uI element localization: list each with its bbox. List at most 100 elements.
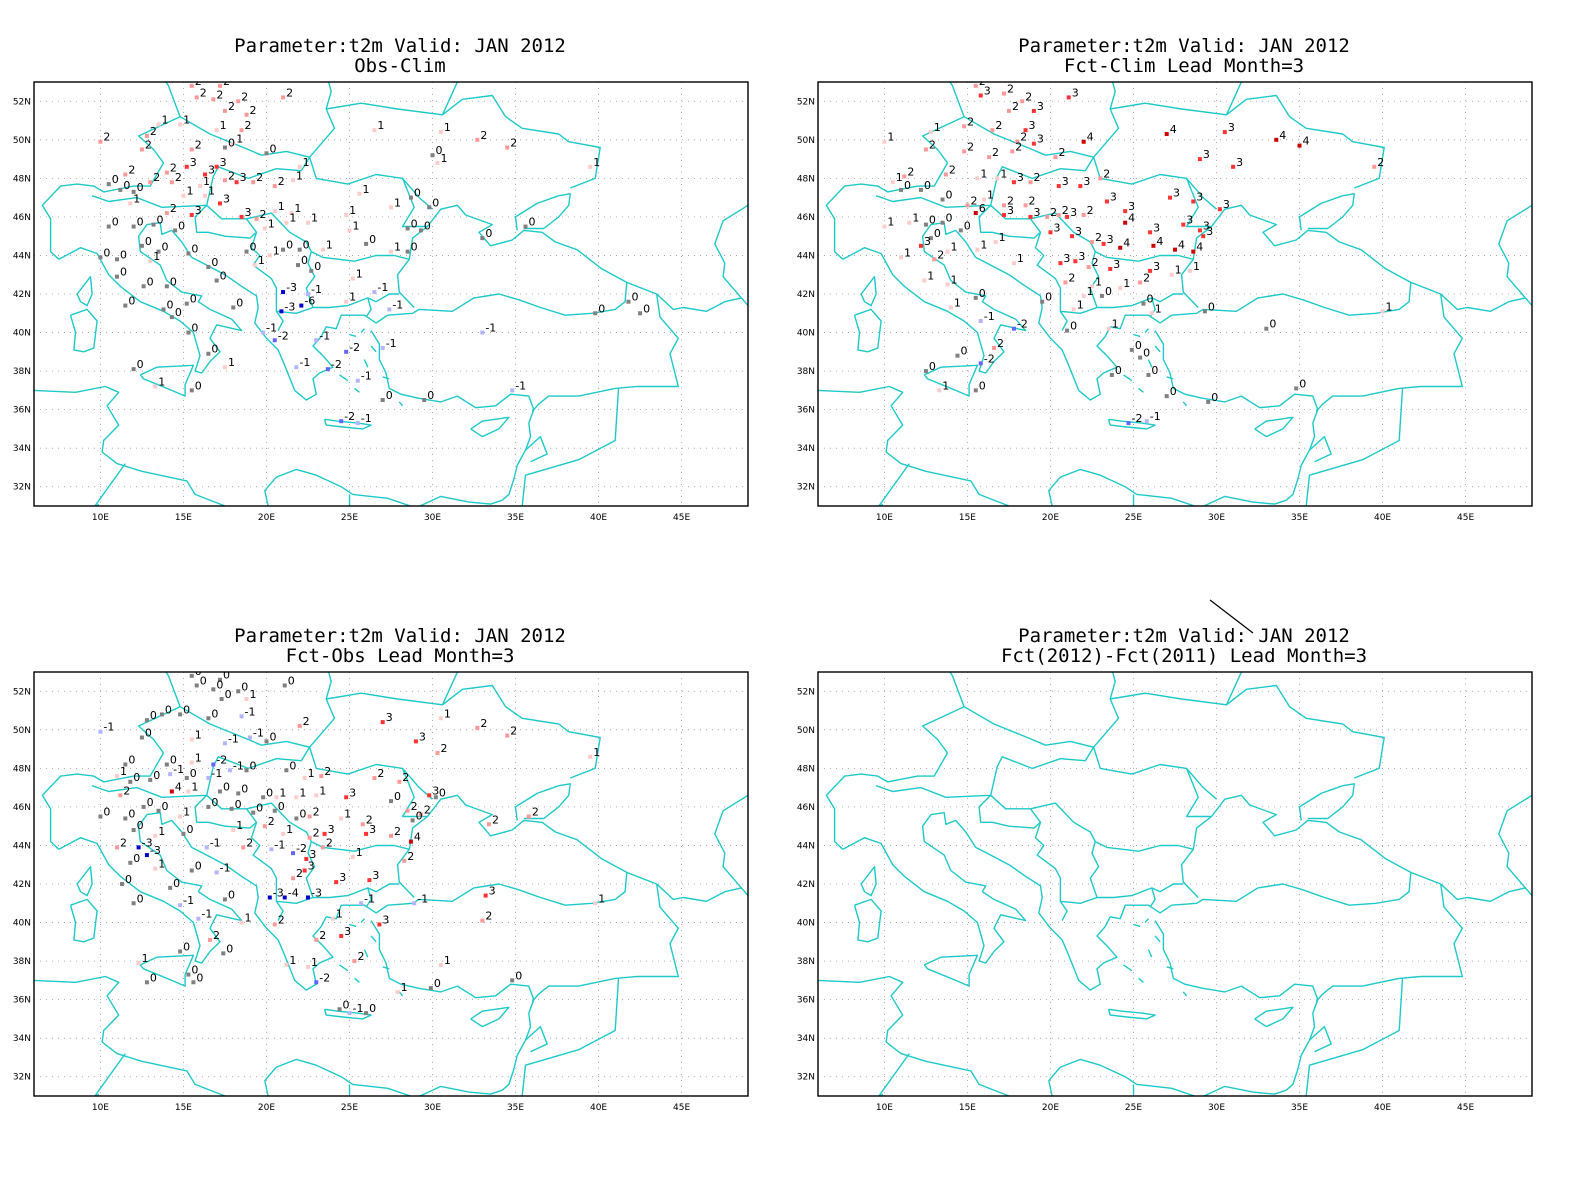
station-square <box>990 128 995 133</box>
station-square <box>302 868 307 873</box>
station-value-label: 1 <box>362 183 369 196</box>
station-value-label: 1 <box>887 216 894 229</box>
coastline-segment <box>179 82 336 158</box>
station-square <box>1089 284 1094 289</box>
station-value-label: 1 <box>303 156 310 169</box>
coastline-segment <box>194 794 257 829</box>
station-marker: 3 <box>234 171 247 185</box>
station-marker: 2 <box>1045 206 1057 219</box>
station-square <box>148 259 153 264</box>
station-value-label: 1 <box>273 244 280 257</box>
station-marker: 0 <box>168 877 180 890</box>
station-marker: 1 <box>588 156 600 169</box>
station-marker: 0 <box>131 216 144 229</box>
coastline-segment <box>1147 359 1153 368</box>
station-value-label: -1 <box>211 767 222 780</box>
station-marker: 2 <box>272 913 285 927</box>
station-square <box>115 845 120 850</box>
station-square <box>231 305 236 310</box>
station-marker: 0 <box>1206 391 1218 404</box>
station-square <box>239 714 244 719</box>
station-value-label: 4 <box>414 831 421 844</box>
station-square <box>186 789 191 794</box>
station-marker: 1 <box>274 786 286 800</box>
station-marker: 3 <box>1104 190 1117 204</box>
station-square <box>169 180 174 185</box>
station-marker: 0 <box>433 786 446 800</box>
lon-tick-label: 10E <box>876 1103 893 1113</box>
station-value-label: 1 <box>258 254 265 267</box>
station-marker: 0 <box>156 800 169 813</box>
station-marker: 1 <box>1071 298 1084 312</box>
station-value-label: 1 <box>236 819 243 832</box>
station-marker: 4 <box>1081 131 1094 144</box>
station-value-label: 3 <box>1107 233 1114 246</box>
coastline-segment <box>365 887 372 908</box>
station-marker: 2 <box>943 164 956 177</box>
lon-tick-label: 10E <box>92 513 109 523</box>
station-marker: 2 <box>1089 231 1102 244</box>
station-square <box>1294 386 1299 391</box>
lon-tick-label: 20E <box>1042 1103 1059 1113</box>
station-square <box>169 789 174 794</box>
station-square <box>955 353 960 358</box>
station-value-label: 4 <box>1196 241 1203 254</box>
station-square <box>164 211 169 216</box>
station-value-label: 0 <box>631 291 638 304</box>
station-square <box>229 806 234 811</box>
station-square <box>1001 203 1006 208</box>
station-value-label: 3 <box>984 84 991 97</box>
station-marker: 0 <box>244 759 257 773</box>
station-marker: 1 <box>588 746 600 759</box>
station-marker: 4 <box>1123 212 1135 225</box>
station-square <box>588 164 593 169</box>
station-square <box>251 180 256 185</box>
station-marker: 2 <box>1056 204 1069 217</box>
station-marker: -3 <box>279 300 295 314</box>
station-value-label: 3 <box>1228 121 1235 134</box>
station-value-label: 1 <box>896 171 903 184</box>
station-marker: 0 <box>918 179 931 192</box>
station-value-label: -1 <box>984 310 995 323</box>
lat-tick-label: 50N <box>797 726 815 736</box>
station-value-label: 0 <box>1208 300 1215 313</box>
station-square <box>189 673 194 678</box>
station-marker: 0 <box>1264 318 1276 331</box>
station-marker: 2 <box>115 836 127 850</box>
station-value-label: 2 <box>1103 167 1110 180</box>
station-marker: 0 <box>178 703 190 717</box>
station-value-label: 0 <box>112 173 119 186</box>
station-value-label: 2 <box>1015 140 1022 153</box>
station-value-label: 1 <box>394 196 401 209</box>
station-square <box>1217 207 1222 212</box>
station-square <box>907 220 912 225</box>
station-square <box>1138 280 1143 285</box>
station-square <box>389 833 393 838</box>
station-value-label: 3 <box>1110 190 1117 203</box>
station-square <box>1297 143 1302 148</box>
station-value-label: 1 <box>1112 318 1119 331</box>
station-square <box>1146 372 1151 377</box>
station-marker: 0 <box>229 798 242 811</box>
station-square <box>254 216 259 221</box>
station-value-label: 0 <box>228 137 235 150</box>
station-value-label: 0 <box>128 754 135 767</box>
station-value-label: 3 <box>1034 206 1041 219</box>
station-square <box>890 180 895 185</box>
station-square <box>395 989 400 994</box>
station-marker: 0 <box>251 802 263 815</box>
station-value-label: 0 <box>424 219 431 232</box>
station-value-label: 2 <box>510 137 517 150</box>
station-value-label: -1 <box>253 727 264 740</box>
lat-tick-label: 40N <box>13 329 31 339</box>
coastline-segment <box>363 949 369 958</box>
station-square <box>244 768 249 773</box>
lon-tick-label: 35E <box>507 1103 524 1113</box>
coastline-segment <box>818 975 1287 1096</box>
station-map: 00 00 0 00 10 0 0 -12 3 122-100 1 -1 -1 0 32 10 0 1 -2 -1 0 0… <box>13 671 749 1113</box>
station-square <box>189 388 194 393</box>
station-marker: 1 <box>890 171 903 185</box>
station-marker: 2 <box>405 800 418 813</box>
